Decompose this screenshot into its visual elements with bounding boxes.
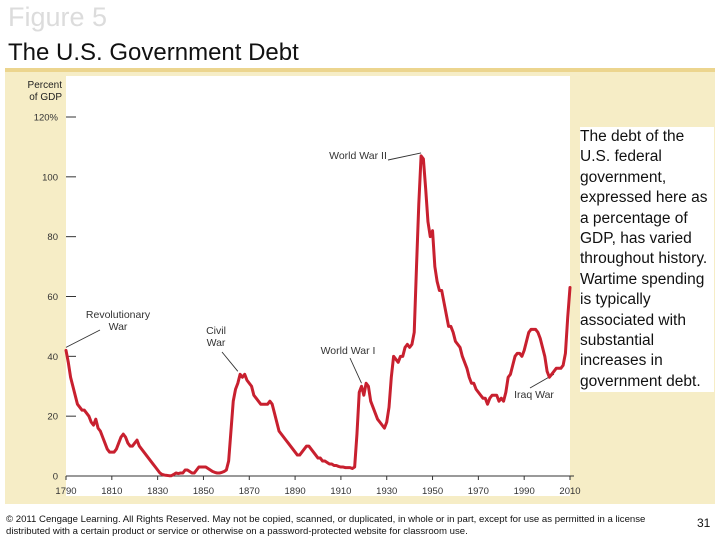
annotation-pointer [349,357,362,384]
x-tick-label: 1970 [468,486,489,497]
x-axis-ticks: 1790 1810 1830 1850 1870 1890 1910 1930 1950 1970… [55,476,581,497]
annotation-label: War [207,337,226,349]
page-number: 31 [697,516,711,530]
y-tick-label: 100 [42,172,58,183]
annotation-label: World War I [321,345,376,357]
x-tick-label: 1830 [147,486,168,497]
panel-top-strip [5,68,715,72]
x-tick-label: 1950 [422,486,443,497]
y-tick-label: 60 [47,292,58,303]
y-tick-label: 0 [53,472,58,483]
annotation-pointer [221,351,239,372]
plot-area [66,76,570,496]
x-tick-label: 1990 [514,486,535,497]
x-tick-label: 1910 [330,486,351,497]
x-tick-label: 1850 [193,486,214,497]
annotation-label: Civil [206,325,226,337]
annotation-label: World War II [329,150,387,162]
slide-title: The U.S. Government Debt [8,39,299,66]
figure-label: Figure 5 [8,2,108,32]
y-tick-label: 40 [47,352,58,363]
copyright-footer: © 2011 Cengage Learning. All Rights Rese… [6,514,646,538]
annotation-label: Revolutionary [86,309,151,321]
annotation-label: Iraq War [514,389,554,401]
x-tick-label: 1870 [239,486,260,497]
x-tick-label: 1890 [285,486,306,497]
annotation-world-war-i: World War I [321,345,376,384]
y-axis-ticks: 0 20 40 60 80 100 120% [34,113,76,483]
x-tick-label: 1930 [376,486,397,497]
chart-series [64,154,572,478]
annotation-world-war-ii: World War II [329,150,422,162]
annotation-pointer [387,152,422,161]
annotation-pointer [65,329,101,348]
x-tick-label: 1790 [55,486,76,497]
y-tick-label: 120% [34,113,59,124]
annotation-label: War [109,321,128,333]
y-tick-label: 80 [47,232,58,243]
y-axis-title-line: of GDP [29,92,62,103]
x-tick-label: 1810 [101,486,122,497]
y-tick-label: 20 [47,412,58,423]
chart-description: The debt of the U.S. federal government,… [580,127,714,393]
x-tick-label: 2010 [559,486,580,497]
y-axis-title-line: Percent [28,80,63,91]
